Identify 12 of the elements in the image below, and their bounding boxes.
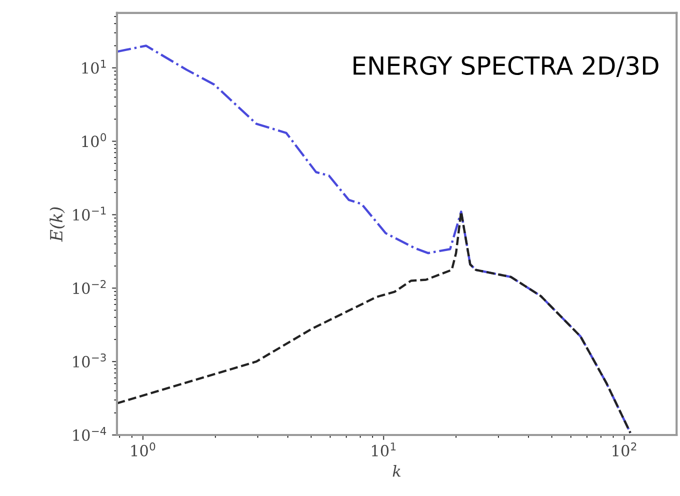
x-tick-label: 10$^{2}$ (612, 442, 636, 456)
y-tick-label: 10$^{1}$ (82, 60, 106, 74)
annotation: ENERGY SPECTRA 2D/3D (354, 56, 658, 77)
y-tick-label: 10$^{0}$ (82, 133, 106, 148)
y-tick-label: 10$^{−4}$ (73, 427, 106, 441)
x-axis-title: k (392, 465, 401, 477)
y-tick-label: 10$^{−3}$ (73, 353, 106, 368)
y-tick-label: 10$^{−2}$ (73, 280, 106, 294)
y-tick-label: 10$^{−1}$ (73, 206, 106, 221)
y-axis-title: E(k) (50, 207, 65, 242)
x-tick-label: 10$^{0}$ (131, 442, 156, 456)
x-tick-label: 10$^{1}$ (372, 442, 396, 456)
